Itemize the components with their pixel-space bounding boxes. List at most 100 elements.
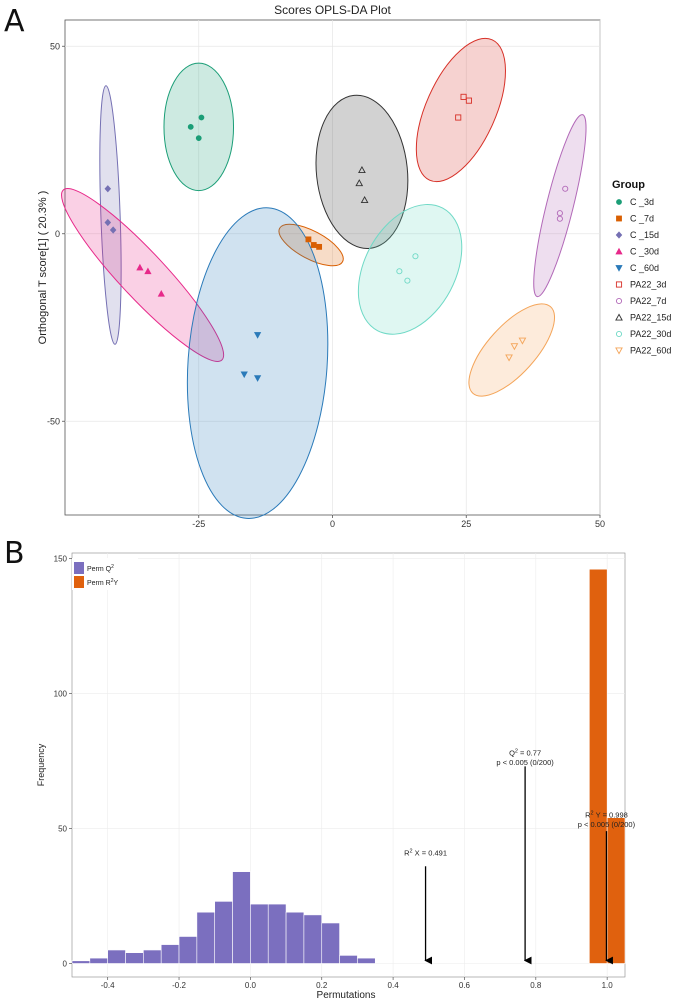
data-point xyxy=(109,226,117,234)
confidence-ellipse xyxy=(61,188,225,362)
confidence-ellipse xyxy=(163,62,235,192)
y-tick-label: 0 xyxy=(63,959,68,968)
y-axis-title: Orthogonal T score[1] ( 20.3% ) xyxy=(37,191,49,345)
x-tick-label: 0.6 xyxy=(459,981,471,990)
y-tick-label: 50 xyxy=(50,41,60,51)
histogram-bar xyxy=(589,568,608,964)
data-point xyxy=(562,185,569,192)
legend-marker xyxy=(615,330,623,338)
y-tick-label: 50 xyxy=(58,824,67,833)
x-tick-label: 0 xyxy=(330,519,335,529)
legend-label: Perm Q2 xyxy=(87,564,114,573)
data-point xyxy=(465,97,472,104)
y-tick-label: 150 xyxy=(54,554,68,563)
data-point xyxy=(104,218,112,227)
legend-label: C _15d xyxy=(630,230,659,240)
scores-opls-da-plot: -25 0 25 50 -50 0 50 Scores OPLS-DA Plot T score… xyxy=(37,3,671,530)
data-point xyxy=(556,215,563,222)
x-tick-label: -25 xyxy=(192,519,205,529)
legend-marker xyxy=(616,215,622,222)
histogram-bar xyxy=(196,911,216,964)
plot-area-b xyxy=(71,552,626,978)
histogram-bar xyxy=(303,914,323,964)
data-point xyxy=(104,185,112,193)
data-point xyxy=(355,179,364,187)
legend-label: PA22_60d xyxy=(630,346,671,356)
data-point xyxy=(144,267,152,275)
confidence-ellipse xyxy=(186,207,329,519)
histogram-bar xyxy=(250,903,269,964)
data-point xyxy=(157,290,165,297)
chart-title: Scores OPLS-DA Plot xyxy=(274,3,391,17)
legend-label: C _60d xyxy=(630,263,659,273)
legend-label: C _30d xyxy=(630,247,659,257)
histogram-bar xyxy=(606,817,626,964)
confidence-ellipse xyxy=(468,303,556,397)
data-point xyxy=(360,195,369,204)
data-point xyxy=(305,236,312,243)
legend-title: Group xyxy=(612,179,645,191)
histogram-bar xyxy=(125,952,144,964)
legend-label: PA22_7d xyxy=(630,296,666,306)
histogram-bar xyxy=(107,949,126,964)
x-tick-label: 0.0 xyxy=(245,981,257,990)
data-point xyxy=(198,114,205,121)
legend-swatch xyxy=(74,562,84,574)
data-point xyxy=(195,135,202,142)
x-axis-title: Permutations xyxy=(317,990,376,1001)
legend-marker xyxy=(615,297,623,305)
annotation-text: Q2 = 0.77 xyxy=(509,749,541,758)
x-tick-label: -0.2 xyxy=(172,981,186,990)
legend-label: PA22_3d xyxy=(630,280,666,290)
legend-marker xyxy=(615,347,623,355)
x-tick-label: 1.0 xyxy=(602,981,614,990)
legend-label: Perm R2Y xyxy=(87,578,119,587)
panel-letter-a: A xyxy=(4,4,25,39)
x-tick-label: 25 xyxy=(461,519,471,529)
confidence-ellipse xyxy=(357,204,463,335)
annotation-text: R2 Y = 0.998 xyxy=(585,811,628,820)
legend-label: PA22_30d xyxy=(630,329,671,339)
data-point xyxy=(505,354,513,362)
legend-marker xyxy=(615,231,623,239)
y-tick-label: 0 xyxy=(55,229,60,239)
x-tick-label: 0.2 xyxy=(316,981,328,990)
legend-marker xyxy=(615,313,623,321)
histogram-bar xyxy=(214,901,233,964)
legend-marker xyxy=(615,247,623,255)
y-tick-label: 100 xyxy=(54,689,68,698)
annotation-text: p < 0.005 (0/200) xyxy=(496,758,554,767)
data-point xyxy=(316,243,323,250)
histogram-bar xyxy=(89,957,108,964)
panel-letter-b: B xyxy=(4,536,25,571)
data-point xyxy=(253,375,262,382)
x-tick-label: 0.4 xyxy=(388,981,400,990)
data-point xyxy=(518,337,527,345)
annotation-text: p < 0.005 (0/200) xyxy=(578,820,636,829)
legend-marker xyxy=(615,281,623,288)
data-point xyxy=(253,332,262,339)
legend-label: C _7d xyxy=(630,214,654,224)
legend-swatch xyxy=(74,576,84,588)
x-tick-label: -0.4 xyxy=(101,981,115,990)
data-point xyxy=(404,277,411,284)
histogram-bar xyxy=(160,944,180,964)
data-point xyxy=(358,165,366,174)
legend-label: C _3d xyxy=(630,197,654,207)
legend-label: PA22_15d xyxy=(630,313,671,323)
x-axis-title: T score[1] ( 14.6% ) xyxy=(284,529,380,530)
y-tick-label: -50 xyxy=(47,416,60,426)
data-point xyxy=(460,93,467,100)
data-point xyxy=(187,123,194,130)
legend-marker xyxy=(615,265,623,272)
histogram-bar xyxy=(339,955,358,964)
legend-marker xyxy=(616,199,622,205)
data-point xyxy=(136,263,144,271)
histogram-bar xyxy=(143,949,162,964)
data-point xyxy=(455,114,462,121)
confidence-ellipse xyxy=(415,37,506,183)
x-tick-label: 0.8 xyxy=(530,981,542,990)
histogram-bar xyxy=(71,960,91,964)
histogram-bar xyxy=(321,922,340,964)
